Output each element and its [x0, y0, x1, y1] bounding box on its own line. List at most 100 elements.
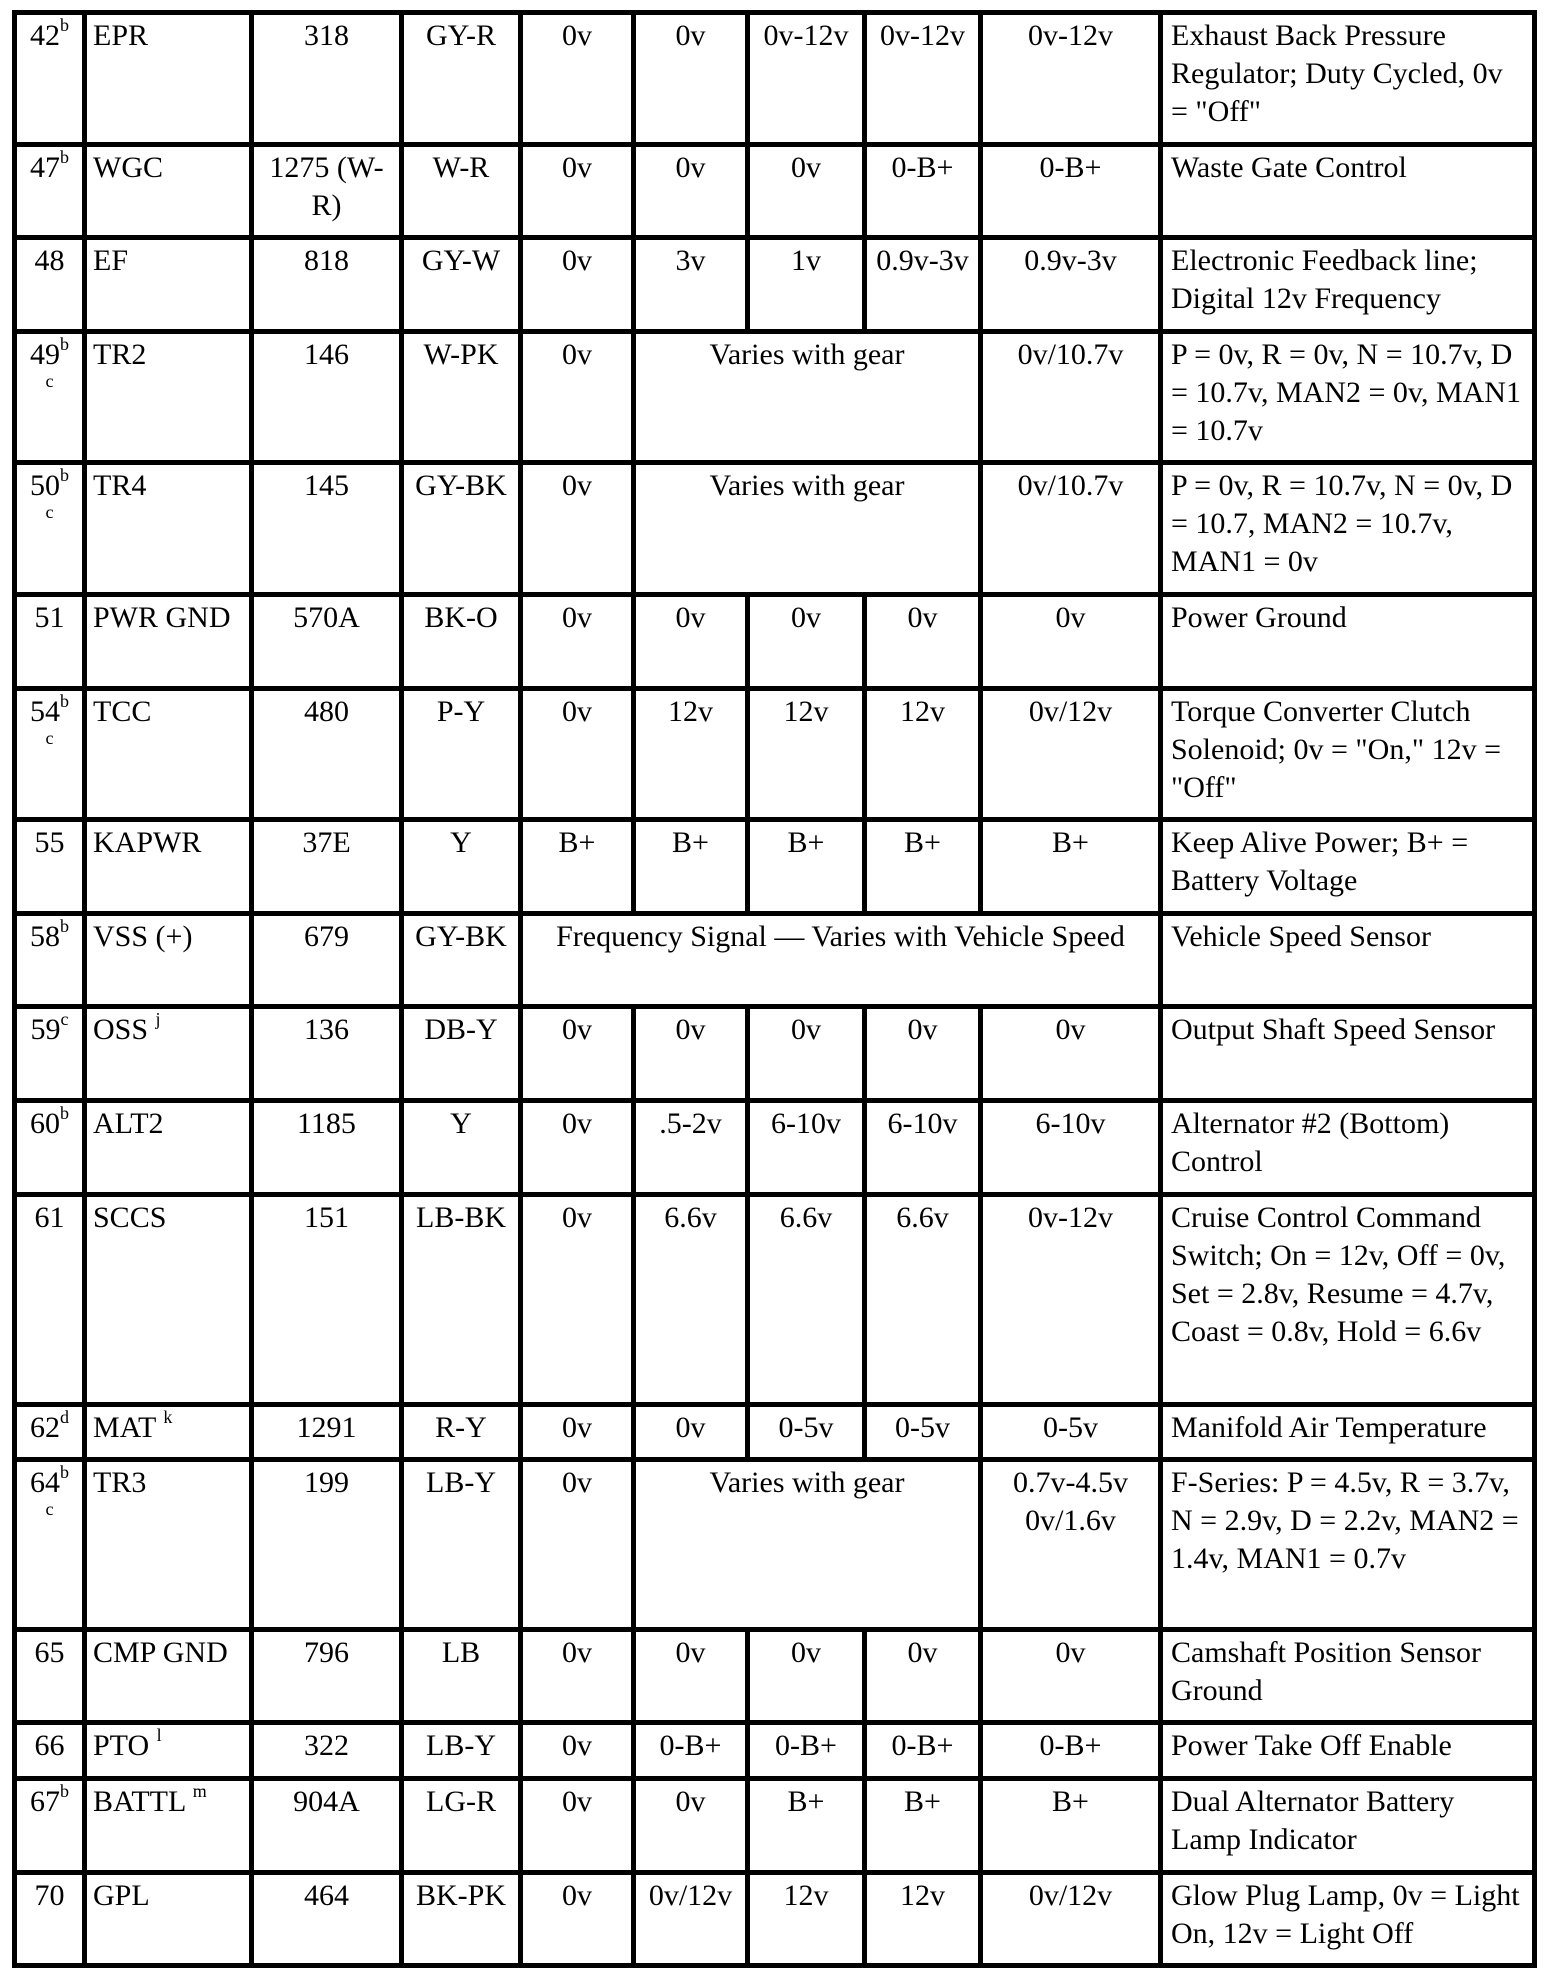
- pin-number: 67: [30, 1785, 60, 1818]
- wire-color-cell: Y: [399, 817, 523, 916]
- signal-name-cell: ALT2: [82, 1098, 254, 1197]
- signal-name-cell: TR2: [82, 329, 254, 465]
- pin-footnote: b: [60, 1781, 69, 1801]
- voltage-cell: 0v: [518, 1627, 636, 1725]
- pin-footnote: b: [60, 465, 69, 485]
- circuit-cell: 318: [249, 10, 404, 147]
- voltage-cell: 0-B+: [745, 1720, 867, 1781]
- pin-cell: 58b: [12, 911, 87, 1009]
- voltage-cell: 3v: [631, 235, 750, 334]
- circuit-cell: 1185: [249, 1098, 404, 1197]
- pin-number: 59: [30, 1013, 61, 1046]
- pin-number: 70: [34, 1879, 65, 1912]
- circuit-cell: 37E: [249, 817, 404, 916]
- pin-cell: 64b c: [12, 1457, 87, 1632]
- voltage-cell: 0v: [978, 592, 1163, 691]
- pin-cell: 51: [12, 592, 87, 691]
- voltage-cell: 0v: [518, 1776, 636, 1875]
- circuit-cell: 679: [249, 911, 404, 1009]
- table-row: 65 CMP GND 796 LB 0v 0v 0v 0v 0v Camshaft Positio…: [12, 1627, 1537, 1725]
- voltage-cell: 0.9v-3v: [978, 235, 1163, 334]
- voltage-cell: 0v: [862, 592, 983, 691]
- pin-cell: 42b: [12, 10, 87, 147]
- pin-number: 49: [30, 338, 60, 371]
- voltage-cell: 0v: [518, 1004, 636, 1103]
- voltage-cell: B+: [978, 817, 1163, 916]
- wire-color-cell: LB-Y: [399, 1457, 523, 1632]
- voltage-cell: 12v: [745, 686, 867, 822]
- voltage-cell: 0v: [631, 1627, 750, 1725]
- signal-name: BATTL: [93, 1785, 186, 1818]
- voltage-cell: 0v: [518, 686, 636, 822]
- signal-name: TCC: [93, 695, 152, 728]
- signal-name-cell: EF: [82, 235, 254, 334]
- voltage-cell: 0v: [518, 1720, 636, 1781]
- voltage-cell: 0-B+: [862, 142, 983, 240]
- voltage-cell: B+: [745, 1776, 867, 1875]
- voltage-cell: 0v: [745, 1004, 867, 1103]
- circuit-cell: 199: [249, 1457, 404, 1632]
- circuit-cell: 151: [249, 1192, 404, 1407]
- signal-name: PWR GND: [93, 601, 231, 634]
- voltage-cell: 12v: [745, 1870, 867, 1968]
- pin-cell: 48: [12, 235, 87, 334]
- signal-footnote: k: [163, 1407, 173, 1427]
- wire-color-cell: LB-BK: [399, 1192, 523, 1407]
- wire-color-cell: BK-PK: [399, 1870, 523, 1968]
- pin-footnote-2: c: [45, 502, 54, 522]
- circuit-cell: 570A: [249, 592, 404, 691]
- voltage-cell: 0v: [631, 592, 750, 691]
- voltage-cell: 0v: [862, 1004, 983, 1103]
- signal-name-cell: VSS (+): [82, 911, 254, 1009]
- signal-name-cell: WGC: [82, 142, 254, 240]
- voltage-cell: 0v: [745, 142, 867, 240]
- pin-number: 65: [34, 1636, 65, 1669]
- description-cell: P = 0v, R = 0v, N = 10.7v, D = 10.7v, MA…: [1158, 329, 1537, 465]
- voltage-cell: B+: [518, 817, 636, 916]
- signal-footnote: j: [155, 1009, 161, 1029]
- pin-cell: 55: [12, 817, 87, 916]
- circuit-cell: 464: [249, 1870, 404, 1968]
- pin-cell: 67b: [12, 1776, 87, 1875]
- table-row: 64b c TR3 199 LB-Y 0v Varies with gear 0.7v-4.5…: [12, 1457, 1537, 1632]
- circuit-cell: 1275 (W-R): [249, 142, 404, 240]
- voltage-cell: Varies with gear: [631, 1457, 983, 1632]
- table-row: 47b WGC 1275 (W-R) W-R 0v 0v 0v 0-B+ 0-B+ Waste G…: [12, 142, 1537, 240]
- table-row: 70 GPL 464 BK-PK 0v 0v/12v 12v 12v 0v/12v Glow Pl…: [12, 1870, 1537, 1968]
- signal-name: ALT2: [93, 1107, 164, 1140]
- wire-color-cell: BK-O: [399, 592, 523, 691]
- pin-voltage-table: 42b EPR 318 GY-R 0v 0v 0v-12v 0v-12v 0v-12v Exhau…: [12, 10, 1537, 1968]
- signal-name: TR2: [93, 338, 147, 371]
- signal-name: TR3: [93, 1466, 147, 1499]
- signal-name-cell: TR3: [82, 1457, 254, 1632]
- voltage-cell: Varies with gear: [631, 329, 983, 465]
- description-cell: Power Ground: [1158, 592, 1537, 691]
- pin-cell: 49b c: [12, 329, 87, 465]
- pin-number: 64: [30, 1466, 60, 1499]
- signal-name-cell: PTO l: [82, 1720, 254, 1781]
- voltage-cell: 6-10v: [862, 1098, 983, 1197]
- table-row: 59c OSS j 136 DB-Y 0v 0v 0v 0v 0v Output Shaft Sp…: [12, 1004, 1537, 1103]
- voltage-cell: 0v: [518, 142, 636, 240]
- pin-cell: 47b: [12, 142, 87, 240]
- signal-name-cell: KAPWR: [82, 817, 254, 916]
- voltage-cell: 12v: [862, 1870, 983, 1968]
- signal-name: MAT: [93, 1411, 156, 1444]
- voltage-cell: 0v: [518, 460, 636, 597]
- pin-cell: 59c: [12, 1004, 87, 1103]
- signal-name-cell: TR4: [82, 460, 254, 597]
- circuit-cell: 146: [249, 329, 404, 465]
- voltage-cell: B+: [631, 817, 750, 916]
- pin-number: 47: [30, 151, 60, 184]
- table-row: 49b c TR2 146 W-PK 0v Varies with gear 0v/10.7v…: [12, 329, 1537, 465]
- pin-footnote-2: c: [45, 1499, 54, 1519]
- voltage-cell: 0v/12v: [631, 1870, 750, 1968]
- description-cell: P = 0v, R = 10.7v, N = 0v, D = 10.7, MAN…: [1158, 460, 1537, 597]
- voltage-cell: 12v: [631, 686, 750, 822]
- wire-color-cell: GY-BK: [399, 460, 523, 597]
- voltage-cell: 0v/12v: [978, 1870, 1163, 1968]
- signal-name: KAPWR: [93, 826, 202, 859]
- description-cell: Camshaft Position Sensor Ground: [1158, 1627, 1537, 1725]
- description-cell: Waste Gate Control: [1158, 142, 1537, 240]
- description-cell: Keep Alive Power; B+ = Battery Voltage: [1158, 817, 1537, 916]
